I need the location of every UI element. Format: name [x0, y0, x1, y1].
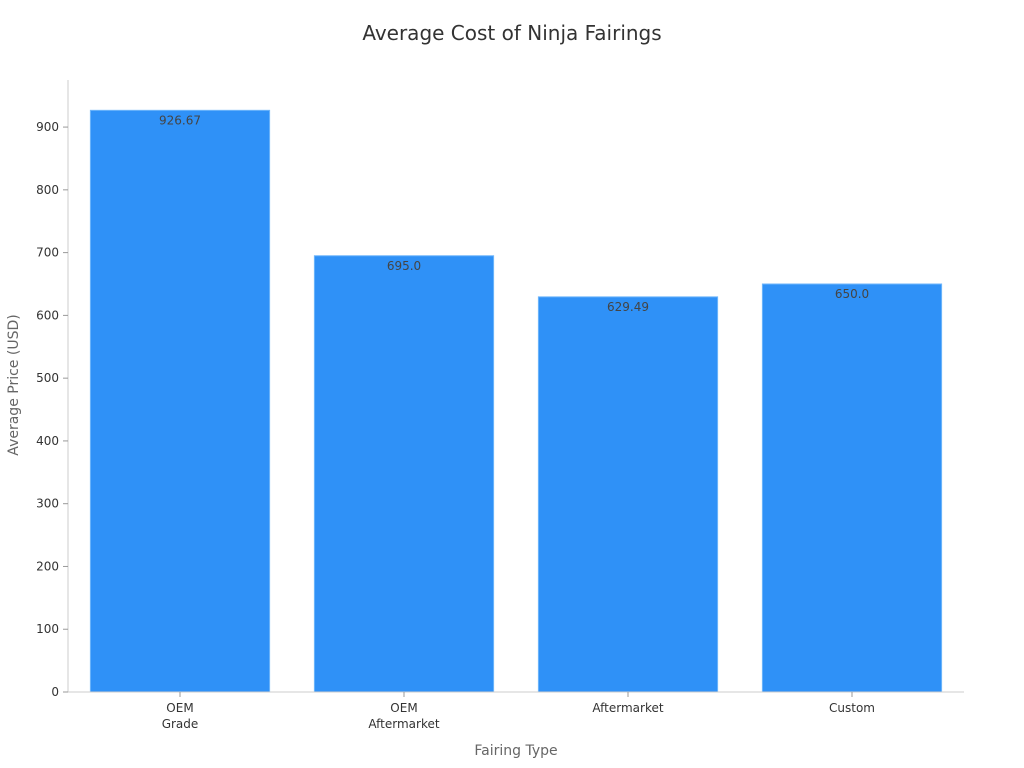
bar-value-label: 695.0 [387, 259, 421, 273]
x-tick-label: OEM Grade [162, 701, 199, 731]
bar-value-label: 926.67 [159, 113, 201, 127]
x-tick-label-line: Aftermarket [368, 717, 439, 731]
y-tick-label: 800 [36, 183, 59, 197]
x-tick-label: Custom [829, 701, 875, 715]
bar [761, 283, 943, 693]
x-tick-label-line: Custom [829, 701, 875, 715]
bar-value-label: 650.0 [835, 287, 869, 301]
chart-title: Average Cost of Ninja Fairings [362, 21, 661, 45]
x-tick-label-line: OEM [390, 701, 417, 715]
y-tick-label: 200 [36, 559, 59, 573]
y-tick-label: 400 [36, 434, 59, 448]
y-tick-label: 600 [36, 308, 59, 322]
x-tick-label-line: Aftermarket [592, 701, 663, 715]
y-tick-label: 900 [36, 120, 59, 134]
y-tick-label: 300 [36, 497, 59, 511]
data-labels-group: 926.67 695.0 629.49 650.0 [159, 113, 869, 314]
bar [537, 296, 719, 693]
bar [89, 109, 271, 693]
y-tick-label: 700 [36, 246, 59, 260]
y-axis-ticks: 0 100 200 300 400 500 600 700 800 900 [36, 120, 68, 699]
bar [313, 255, 495, 693]
bar-value-label: 629.49 [607, 300, 649, 314]
y-tick-label: 0 [51, 685, 59, 699]
y-tick-label: 500 [36, 371, 59, 385]
x-tick-label: OEM Aftermarket [368, 701, 439, 731]
bars-group [89, 109, 943, 693]
y-axis-title: Average Price (USD) [6, 314, 22, 455]
x-tick-label: Aftermarket [592, 701, 663, 715]
x-axis-ticks: OEM Grade OEM Aftermarket Aftermarket Custom [162, 692, 875, 731]
y-tick-label: 100 [36, 622, 59, 636]
x-tick-label-line: OEM [166, 701, 193, 715]
x-tick-label-line: Grade [162, 717, 199, 731]
x-axis-title: Fairing Type [474, 743, 557, 759]
